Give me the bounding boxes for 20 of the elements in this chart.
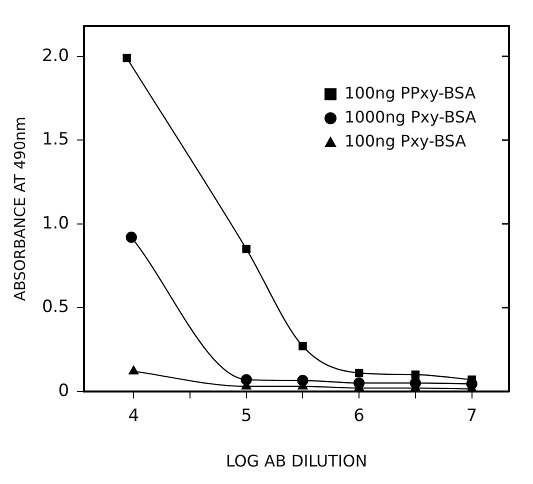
point [298,342,307,350]
y-tick-label: 1.5 [42,130,70,150]
point [122,54,132,62]
legend-label: 100ng PPxy-BSA [344,83,476,102]
y-tick-label: 2.0 [42,46,70,66]
x-axis-title: LOG AB DILUTION [226,452,368,471]
y-tick-label: 0 [58,380,70,401]
legend-label: 100ng Pxy-BSA [344,131,466,150]
legend-label: 1000ng Pxy-BSA [344,107,476,126]
y-axis-title: ABSORBANCE AT 490nm [10,116,29,301]
point [126,232,137,243]
x-tick-label: 5 [240,406,252,426]
y-tick-label: 1.0 [42,213,70,234]
point [128,366,139,374]
point [354,368,364,378]
y-tick-label: 0.5 [42,297,70,318]
point [242,244,250,254]
x-tick-label: 4 [128,406,140,426]
x-tick-label: 6 [354,406,364,426]
x-tick-label: 7 [466,406,478,426]
